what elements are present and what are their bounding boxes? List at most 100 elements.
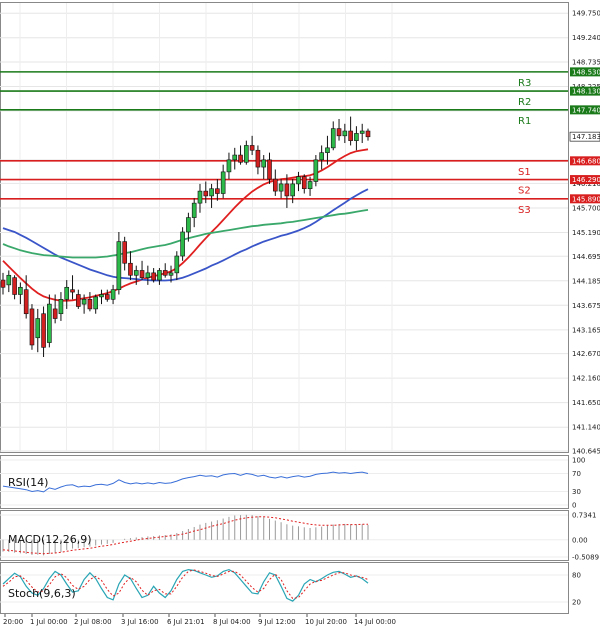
candles — [0, 116, 371, 357]
candle-bull — [18, 286, 23, 295]
candle-bear — [23, 289, 29, 315]
candle-bear — [255, 149, 261, 168]
candle-bear — [348, 130, 353, 141]
candle-bull — [93, 296, 98, 310]
moving-average-1 — [2, 188, 369, 282]
level-badge-s3 — [570, 194, 600, 204]
candle-bull — [174, 255, 180, 274]
level-badge-r2 — [570, 86, 600, 96]
candle-bear — [267, 159, 272, 180]
y-tick-label: 142.160 — [572, 375, 600, 383]
level-badge-text-r1: 147.740 — [572, 106, 600, 114]
x-tick-label: 1 Jul 00:00 — [30, 618, 68, 626]
y-tick-label: 143.165 — [572, 326, 600, 334]
candle-bull — [157, 270, 162, 281]
stoch-main-series — [2, 568, 369, 602]
candle-bull — [191, 202, 197, 218]
candle-bear — [76, 294, 81, 307]
rsi-label: RSI(14) — [8, 476, 48, 489]
candle-bull — [220, 171, 226, 194]
stoch-signal-series — [2, 569, 369, 599]
x-tick-label: 10 Jul 20:00 — [305, 618, 347, 626]
candle-bear — [238, 154, 243, 163]
main-panel-frame — [0, 2, 569, 453]
stoch-grid — [0, 574, 568, 603]
macd-y-tick: 0.7341 — [572, 512, 597, 520]
candle-bear — [215, 188, 220, 194]
level-badges: 148.530 148.130 147.740 146.680 146.290 145.8… — [569, 67, 600, 204]
macd-signal-line — [2, 516, 368, 555]
rsi-y-axis: 100 70 30 0 — [572, 457, 585, 510]
candle-bull — [99, 294, 104, 298]
y-tick-label: 149.750 — [572, 10, 600, 18]
x-tick-label: 6 Jul 21:01 — [167, 618, 205, 626]
level-badge-text-s3: 145.890 — [572, 195, 600, 203]
candle-bull — [110, 289, 116, 300]
x-tick-label: 9 Jul 12:00 — [258, 618, 296, 626]
candle-bull — [133, 270, 139, 276]
candle-bull — [58, 299, 64, 315]
macd-signal-series — [2, 516, 368, 555]
rsi-grid — [0, 459, 568, 506]
level-badge-text-s1: 146.680 — [572, 157, 600, 165]
rsi-panel-frame — [0, 455, 569, 509]
candle-bull — [278, 183, 284, 192]
x-tick-label: 14 Jul 00:00 — [354, 618, 396, 626]
level-label-s1: S1 — [518, 167, 531, 178]
stoch-y-tick: 80 — [572, 572, 581, 580]
candle-bear — [151, 272, 156, 281]
moving-averages — [2, 148, 369, 302]
y-tick-label: 149.240 — [572, 34, 600, 42]
candle-bull — [209, 188, 214, 197]
candle-bull — [359, 130, 365, 134]
candle-bear — [301, 176, 307, 190]
candle-bull — [319, 152, 324, 161]
level-badge-r3 — [570, 67, 600, 77]
candle-bull — [342, 130, 348, 137]
y-tick-label: 142.670 — [572, 350, 600, 358]
candle-bear — [273, 178, 278, 192]
stoch-label: Stoch(9,6,3) — [8, 587, 76, 600]
level-badge-text-r3: 148.530 — [572, 68, 600, 76]
candle-bull — [180, 231, 185, 257]
candle-bull — [330, 128, 336, 149]
macd-panel: 0.7341 0.00 -0.5089 MACD(12,26,9) — [0, 510, 599, 562]
candle-bull — [186, 217, 191, 233]
rsi-y-tick: 30 — [572, 488, 581, 496]
candle-bull — [232, 154, 238, 161]
rsi-panel: 100 70 30 0 RSI(14) — [0, 455, 585, 510]
candle-bear — [104, 294, 110, 300]
candle-bull — [313, 159, 319, 182]
level-label-r3: R3 — [518, 78, 531, 89]
candle-bull — [307, 181, 313, 190]
y-tick-label: 144.695 — [572, 253, 600, 261]
moving-average-2 — [2, 209, 369, 259]
level-badge-text-s2: 146.290 — [572, 176, 600, 184]
x-tick-label: 3 Jul 16:00 — [121, 618, 159, 626]
candle-bear — [0, 279, 6, 288]
candle-bull — [244, 145, 249, 163]
level-label-s3: S3 — [518, 205, 531, 216]
candle-bear — [52, 308, 58, 319]
candle-bull — [197, 190, 203, 204]
candle-bear — [87, 299, 93, 310]
candle-bull — [296, 176, 301, 185]
candle-bull — [6, 274, 12, 286]
candle-bear — [41, 313, 46, 348]
candle-bull — [290, 183, 295, 197]
level-badge-r1 — [570, 105, 600, 115]
candle-bear — [162, 270, 168, 276]
candle-bear — [249, 145, 255, 151]
macd-y-tick: 0.00 — [572, 536, 588, 544]
level-badge-text-r2: 148.130 — [572, 88, 600, 96]
level-label-r1: R1 — [518, 116, 531, 127]
y-tick-label: 141.140 — [572, 424, 600, 432]
candle-bear — [128, 262, 133, 276]
moving-average-0 — [2, 148, 369, 302]
y-tick-label: 140.645 — [572, 448, 600, 456]
candle-bear — [122, 241, 127, 264]
candle-bull — [325, 147, 330, 153]
rsi-y-tick: 70 — [572, 470, 581, 478]
